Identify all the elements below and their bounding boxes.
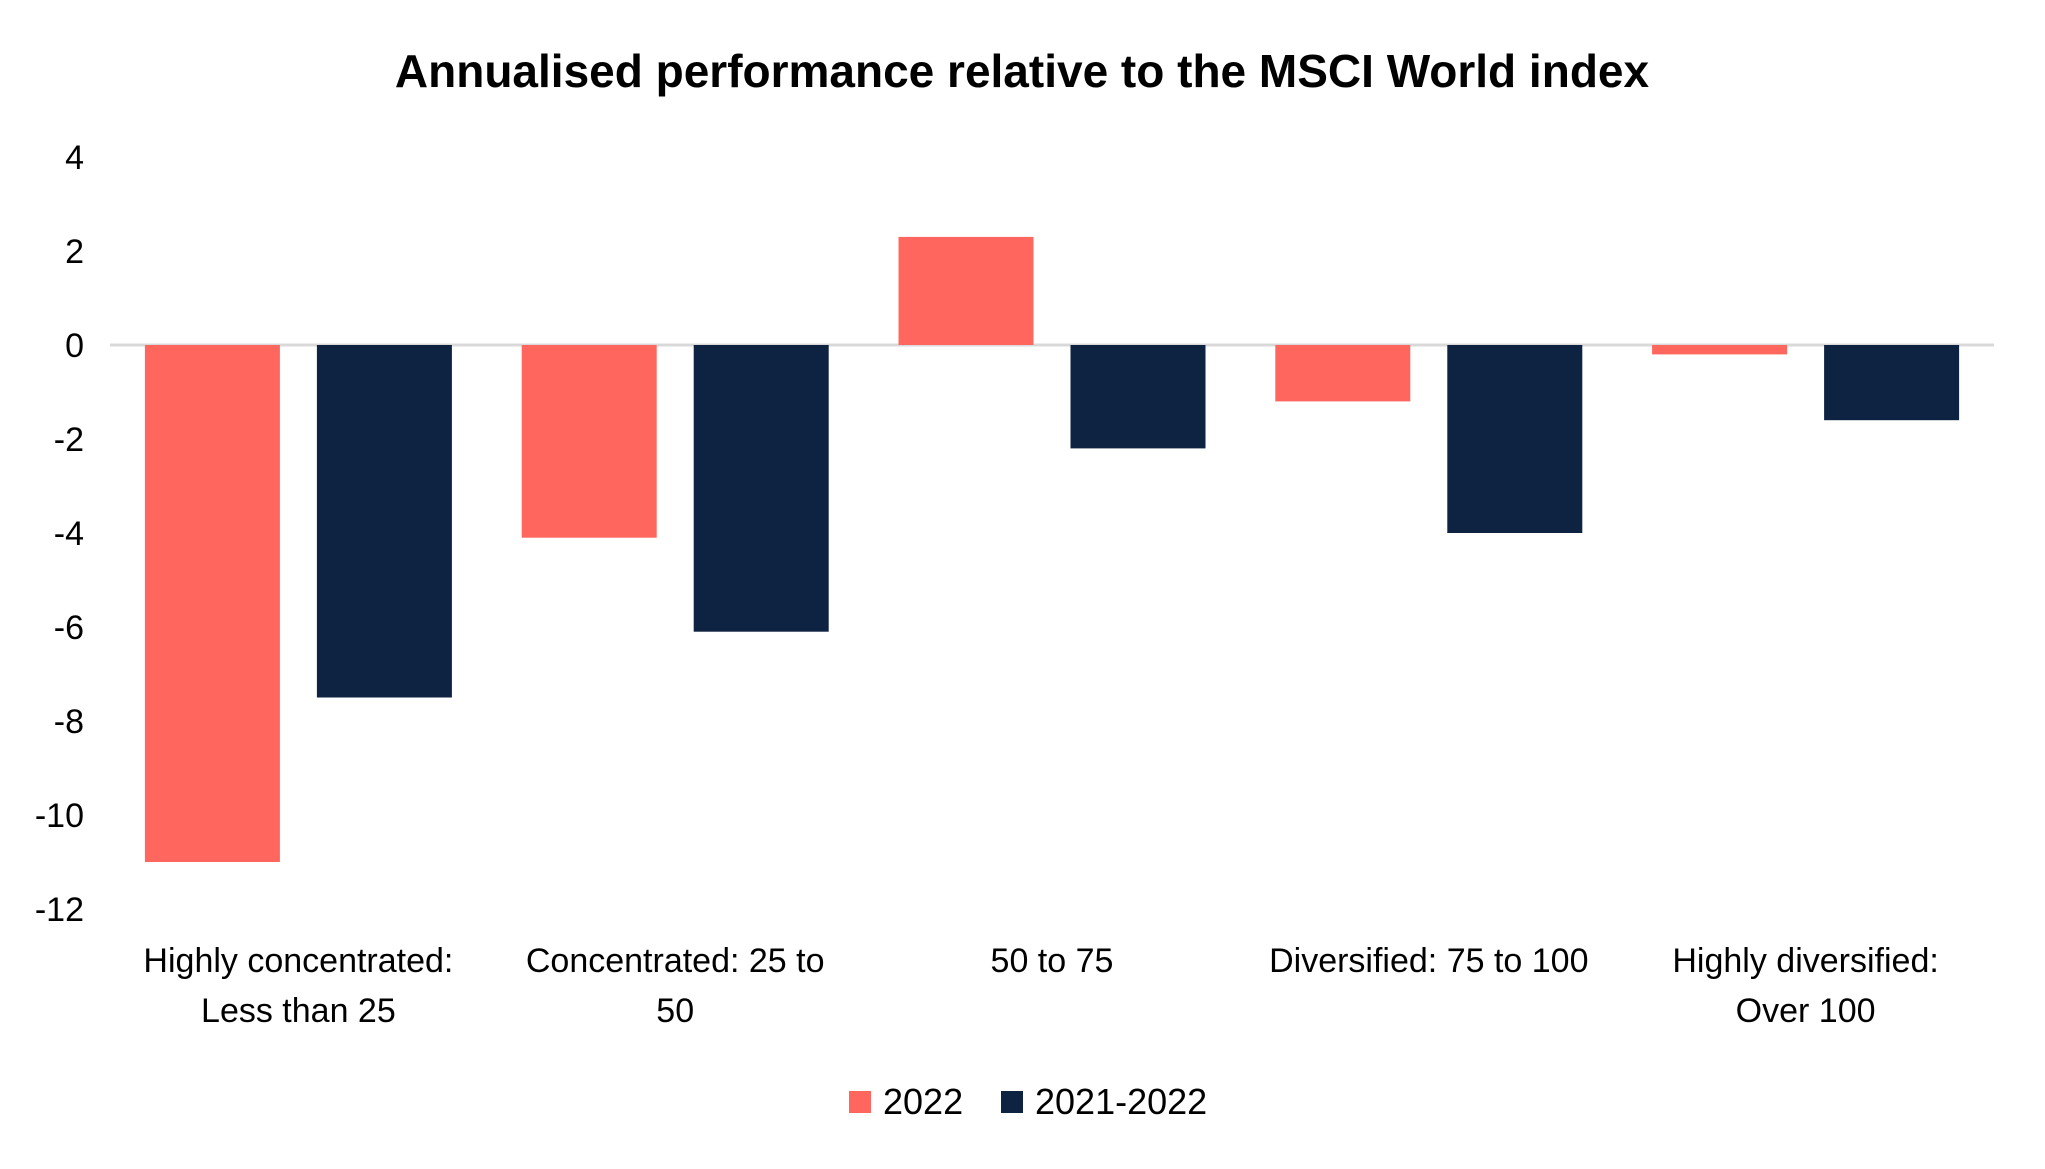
bar-2022-3: [1275, 345, 1411, 402]
y-tick-label: 0: [65, 327, 84, 365]
legend: 2022 2021-2022: [849, 1081, 1207, 1122]
y-tick-label: -2: [54, 421, 84, 459]
bar-2022-0: [144, 345, 280, 862]
bar-2022-4: [1652, 345, 1788, 355]
y-tick-label: 2: [65, 233, 84, 271]
x-tick-label: Highly diversified: Over 100: [1672, 942, 1938, 1030]
bar-2021-2022-0: [316, 345, 452, 698]
bar-2021-2022-2: [1070, 345, 1206, 449]
bar-2021-2022-4: [1824, 345, 1960, 421]
bar-2021-2022-1: [693, 345, 829, 632]
x-tick-label: Highly concentrated: Less than 25: [143, 942, 453, 1030]
x-tick-label: Concentrated: 25 to 50: [526, 942, 825, 1030]
y-tick-label: -10: [35, 797, 84, 835]
legend-label-2022: 2022: [883, 1081, 963, 1122]
y-tick-label: 4: [65, 139, 84, 177]
y-tick-label: -6: [54, 609, 84, 647]
x-axis: Highly concentrated: Less than 25 Concentr…: [143, 942, 1938, 1030]
legend-swatch-2021-2022: [1001, 1091, 1023, 1113]
legend-swatch-2022: [849, 1091, 871, 1113]
bar-2021-2022-3: [1447, 345, 1583, 533]
x-tick-label: Diversified: 75 to 100: [1269, 942, 1588, 980]
bar-2022-2: [898, 236, 1034, 345]
y-axis: 4 2 0 -2 -4 -6 -8 -10 -12: [35, 139, 84, 929]
bar-2022-1: [521, 345, 657, 538]
bars: [144, 236, 1960, 862]
y-tick-label: -8: [54, 703, 84, 741]
legend-label-2021-2022: 2021-2022: [1035, 1081, 1207, 1122]
chart-title: Annualised performance relative to the M…: [395, 45, 1650, 97]
x-tick-label: 50 to 75: [991, 942, 1114, 980]
y-tick-label: -12: [35, 891, 84, 929]
y-tick-label: -4: [54, 515, 84, 553]
